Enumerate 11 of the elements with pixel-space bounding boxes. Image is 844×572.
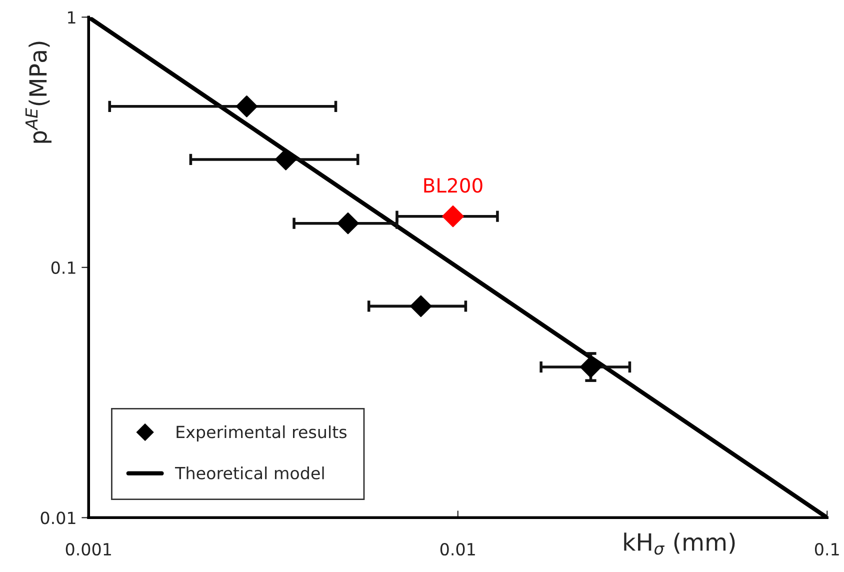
- y-axis-title: p$^{AE}$(MPa): [25, 42, 52, 143]
- legend-label: Theoretical model: [175, 466, 324, 480]
- x-tick-label: 0.1: [814, 542, 839, 556]
- y-tick-label: 0.01: [40, 512, 76, 524]
- x-tick-label: 0.001: [66, 542, 111, 556]
- series-label: BL200: [424, 178, 482, 193]
- y-tick-label: 1: [68, 11, 76, 24]
- x-tick-label: 0.01: [440, 542, 475, 556]
- y-tick-label: 0.1: [51, 261, 76, 274]
- legend-label: Experimental results: [176, 425, 347, 442]
- x-axis-title: kH$_{σ}$ (mm): [624, 532, 735, 555]
